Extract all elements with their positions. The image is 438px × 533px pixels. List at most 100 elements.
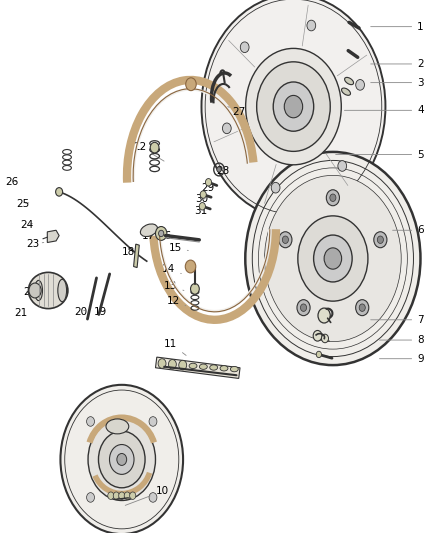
Ellipse shape [230,367,238,372]
Text: 20: 20 [74,307,88,317]
Text: 13: 13 [164,281,184,291]
Ellipse shape [210,365,218,370]
Text: 5: 5 [336,150,424,159]
Circle shape [217,167,221,172]
Ellipse shape [58,279,67,302]
Circle shape [326,190,339,206]
Circle shape [284,95,303,118]
Circle shape [321,334,328,343]
Text: 12: 12 [166,296,186,306]
Circle shape [316,351,321,358]
Circle shape [205,179,212,186]
Polygon shape [155,357,240,378]
Circle shape [149,492,157,502]
Circle shape [155,227,167,240]
Circle shape [158,359,166,368]
Circle shape [179,360,187,370]
Ellipse shape [345,77,353,85]
Text: 14: 14 [162,264,181,274]
Circle shape [110,445,134,474]
Circle shape [377,236,383,244]
Circle shape [29,283,41,298]
Circle shape [87,417,95,426]
Ellipse shape [140,224,158,237]
Circle shape [150,142,159,153]
Text: 7: 7 [371,315,424,325]
Circle shape [300,304,307,311]
Circle shape [200,191,206,198]
Circle shape [159,230,164,237]
Circle shape [318,308,330,323]
Circle shape [223,123,231,134]
Text: 2: 2 [371,59,424,69]
Circle shape [169,359,177,369]
Ellipse shape [199,364,207,369]
Circle shape [113,492,119,499]
Circle shape [124,492,131,499]
Circle shape [298,216,368,301]
Text: 10: 10 [125,487,169,505]
Text: 11: 11 [164,339,186,356]
Ellipse shape [28,272,68,309]
Text: 30: 30 [195,195,208,204]
Circle shape [185,260,196,273]
Text: 3: 3 [371,78,424,87]
Circle shape [149,417,157,426]
Circle shape [330,194,336,201]
Text: 12: 12 [134,142,164,161]
Text: 24: 24 [21,220,34,230]
Circle shape [117,454,127,465]
Ellipse shape [342,88,350,95]
Text: 26: 26 [6,177,19,187]
Circle shape [359,304,365,311]
Text: 4: 4 [344,106,424,115]
Text: 1: 1 [371,22,424,31]
Circle shape [314,235,352,282]
Text: 28: 28 [216,166,229,175]
Text: 18: 18 [122,247,135,257]
Text: 21: 21 [14,309,28,318]
Circle shape [279,232,292,248]
Circle shape [56,188,63,196]
Ellipse shape [35,280,42,301]
Circle shape [356,300,369,316]
Circle shape [87,492,95,502]
Text: 25: 25 [16,199,29,208]
Circle shape [283,236,289,244]
Circle shape [88,418,155,500]
Circle shape [257,62,330,151]
Circle shape [324,248,342,269]
Circle shape [265,175,401,342]
Text: 15: 15 [169,243,188,253]
Circle shape [273,82,314,131]
Text: 31: 31 [194,206,207,215]
Circle shape [313,330,322,341]
Circle shape [271,182,280,193]
Circle shape [374,232,387,248]
Text: 27: 27 [228,107,245,117]
Text: 9: 9 [379,354,424,364]
Circle shape [201,0,385,219]
Circle shape [297,300,310,316]
Text: 22: 22 [23,287,36,297]
Text: 17: 17 [142,231,155,240]
Circle shape [338,160,346,171]
Ellipse shape [106,419,129,434]
Circle shape [130,492,136,499]
Circle shape [307,20,316,31]
Circle shape [246,49,341,165]
Text: 19: 19 [94,307,107,317]
Circle shape [99,431,145,488]
Text: 16: 16 [159,231,177,241]
Text: 23: 23 [26,239,44,249]
Circle shape [199,203,205,210]
Circle shape [356,79,364,90]
Circle shape [60,385,183,533]
Circle shape [186,78,196,91]
Ellipse shape [220,366,228,371]
Circle shape [191,284,199,294]
Ellipse shape [189,364,197,369]
Polygon shape [47,230,59,243]
Circle shape [119,492,125,499]
Text: 29: 29 [201,183,214,192]
